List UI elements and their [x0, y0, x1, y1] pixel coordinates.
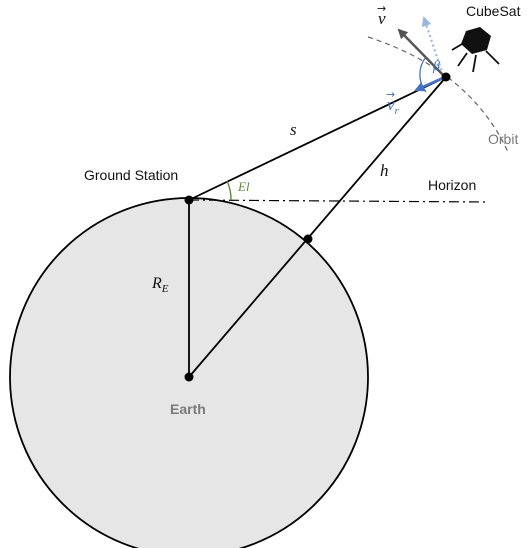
elevation-label: El — [237, 179, 250, 194]
earth-radius-symbol: R — [151, 275, 162, 292]
horizon-label: Horizon — [428, 177, 476, 193]
beta-label: β — [432, 59, 440, 74]
satellite-point — [441, 72, 451, 82]
earth-label: Earth — [170, 401, 206, 417]
horizon-line — [188, 199, 487, 203]
slant-range-label: s — [290, 120, 297, 139]
velocity-vector-arrow: → — [377, 2, 386, 15]
ground-station-label: Ground Station — [84, 167, 178, 183]
ground-station-point — [184, 195, 194, 205]
projection-arrow — [421, 16, 445, 76]
cubesat-label: CubeSat — [466, 3, 521, 19]
earth-radius-label: RE — [151, 275, 169, 295]
radial-velocity-label: vr — [387, 95, 400, 117]
slant-range-line — [188, 76, 447, 201]
elevation-arc — [226, 180, 232, 201]
radial-velocity-arrow — [414, 75, 446, 92]
orbit-label: Orbit — [488, 131, 518, 147]
surface-intersection-point — [303, 234, 313, 244]
radial-velocity-vector-arrow: → — [386, 88, 395, 101]
radial-velocity-symbol: v — [387, 95, 395, 114]
earth-radius-subscript: E — [161, 283, 169, 295]
radial-velocity-subscript: r — [395, 105, 400, 117]
velocity-arrow — [397, 28, 445, 77]
center-to-satellite-line — [188, 76, 447, 378]
orbit-arc — [367, 36, 509, 153]
altitude-label: h — [380, 161, 389, 180]
velocity-label: v — [378, 9, 386, 28]
earth-center-point — [184, 372, 194, 382]
cubesat-icon — [451, 27, 500, 73]
